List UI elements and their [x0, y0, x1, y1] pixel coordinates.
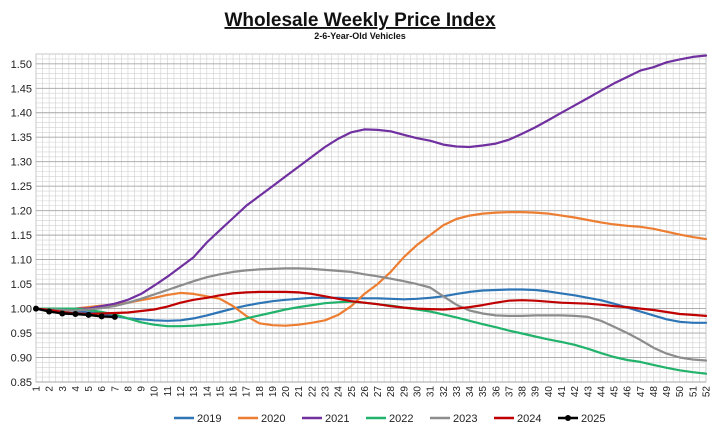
x-tick-label: 17: [242, 386, 253, 398]
series-line-2023: [34, 267, 708, 362]
data-point-2025: [46, 308, 53, 315]
data-point-2025: [111, 313, 118, 320]
chart-subtitle: 2-6-Year-Old Vehicles: [314, 31, 406, 41]
x-tick-label: 4: [71, 386, 82, 392]
x-tick-label: 50: [675, 386, 686, 398]
legend-label-2025: 2025: [581, 413, 605, 425]
y-tick-label: 1.05: [11, 279, 32, 291]
x-tick-label: 13: [189, 386, 200, 398]
x-tick-label: 46: [623, 386, 634, 398]
x-tick-label: 24: [334, 386, 345, 398]
y-tick-label: 0.90: [11, 353, 32, 365]
series-lines: [33, 54, 708, 375]
series-line-2019: [34, 288, 708, 324]
y-tick-label: 1.20: [11, 206, 32, 218]
x-tick-label: 22: [307, 386, 318, 398]
x-tick-label: 49: [662, 386, 673, 398]
x-tick-label: 43: [583, 386, 594, 398]
x-tick-label: 19: [268, 386, 279, 398]
chart-title: Wholesale Weekly Price Index: [224, 10, 495, 31]
legend-label-2023: 2023: [453, 413, 477, 425]
y-tick-label: 1.00: [11, 304, 32, 316]
x-tick-label: 2: [45, 386, 56, 392]
x-tick-label: 1: [32, 386, 43, 392]
x-tick-label: 18: [255, 386, 266, 398]
legend-label-2024: 2024: [517, 413, 541, 425]
x-tick-label: 33: [452, 386, 463, 398]
data-point-2025: [33, 305, 39, 312]
x-tick-label: 20: [281, 386, 292, 398]
series-line-2021: [34, 54, 708, 310]
x-tick-label: 35: [478, 386, 489, 398]
x-tick-label: 36: [491, 386, 502, 398]
data-point-2025: [85, 311, 92, 318]
x-tick-label: 48: [649, 386, 660, 398]
legend-label-2021: 2021: [325, 413, 349, 425]
y-tick-label: 1.45: [11, 83, 32, 95]
series-line-2024: [34, 290, 708, 317]
x-tick-label: 11: [163, 386, 174, 397]
x-tick-label: 15: [215, 386, 226, 398]
y-tick-label: 1.35: [11, 132, 32, 144]
x-tick-label: 52: [702, 386, 713, 398]
x-tick-label: 34: [465, 386, 476, 398]
x-tick-label: 16: [229, 386, 240, 398]
x-tick-label: 28: [386, 386, 397, 398]
y-tick-label: 1.25: [11, 181, 32, 193]
data-point-2025: [98, 313, 105, 320]
x-tick-label: 7: [110, 386, 121, 392]
series-line-2020: [34, 211, 708, 327]
x-tick-label: 51: [688, 386, 699, 398]
x-tick-label: 39: [531, 386, 542, 398]
x-tick-label: 29: [399, 386, 410, 398]
legend-label-2019: 2019: [197, 413, 221, 425]
x-tick-label: 25: [347, 386, 358, 398]
y-tick-label: 0.95: [11, 328, 32, 340]
legend-marker-2025: [565, 415, 571, 421]
y-tick-label: 1.15: [11, 230, 32, 242]
x-tick-label: 42: [570, 386, 581, 398]
legend-label-2022: 2022: [389, 413, 413, 425]
x-tick-label: 47: [636, 386, 647, 398]
x-tick-label: 30: [412, 386, 423, 398]
x-tick-label: 6: [97, 386, 108, 392]
x-tick-label: 41: [557, 386, 568, 398]
x-tick-label: 5: [84, 386, 95, 392]
y-tick-label: 1.30: [11, 157, 32, 169]
x-tick-label: 27: [373, 386, 384, 398]
y-tick-label: 0.85: [11, 377, 32, 389]
legend: 2019 2020 2021 2022 2023 2024 2025: [174, 413, 605, 425]
data-point-2025: [72, 310, 79, 317]
x-tick-label: 10: [150, 386, 161, 398]
grid: [35, 53, 707, 383]
legend-label-2020: 2020: [261, 413, 285, 425]
x-tick-label: 44: [596, 386, 607, 398]
x-tick-label: 31: [426, 386, 437, 398]
y-tick-label: 1.40: [11, 108, 32, 120]
x-tick-label: 32: [439, 386, 450, 398]
x-tick-label: 3: [58, 386, 69, 392]
x-tick-label: 8: [123, 386, 134, 392]
x-tick-label: 37: [504, 386, 515, 398]
x-tick-label: 38: [518, 386, 529, 398]
axes: 0.85 0.90 0.95 1.00 1.05 1.10 1.15 1.20 1.25 1.30…: [11, 59, 713, 397]
x-tick-label: 40: [544, 386, 555, 398]
x-tick-label: 9: [137, 386, 148, 392]
x-tick-label: 26: [360, 386, 371, 398]
x-tick-label: 21: [294, 386, 305, 398]
x-tick-label: 14: [202, 386, 213, 398]
y-tick-label: 1.50: [11, 59, 32, 71]
x-tick-label: 23: [321, 386, 332, 398]
x-tick-label: 12: [176, 386, 187, 398]
y-tick-label: 1.10: [11, 255, 32, 267]
x-tick-label: 45: [610, 386, 621, 398]
data-point-2025: [59, 310, 66, 317]
